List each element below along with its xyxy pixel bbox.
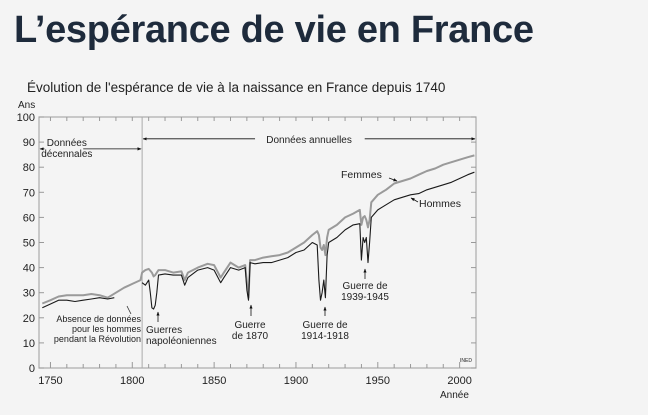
annotation-absence: pour les hommes bbox=[72, 324, 142, 334]
annotation-decennial: Données bbox=[47, 138, 87, 149]
y-tick-label: 30 bbox=[23, 288, 35, 300]
source-logo: INED bbox=[460, 358, 472, 364]
y-tick-label: 100 bbox=[17, 112, 35, 124]
x-tick-label: 1950 bbox=[366, 375, 390, 387]
annotation-absence: pendant la Révolution bbox=[54, 334, 141, 344]
annotation-decennial: décennales bbox=[41, 149, 92, 160]
x-tick-label: 1800 bbox=[120, 375, 144, 387]
series-line-femmes bbox=[41, 154, 475, 305]
x-tick-label: 1850 bbox=[202, 375, 226, 387]
annotation-annual: Données annuelles bbox=[266, 135, 352, 146]
y-tick-label: 90 bbox=[23, 137, 35, 149]
annotation-war-1870: de 1870 bbox=[232, 331, 269, 342]
y-tick-label: 70 bbox=[23, 187, 35, 199]
series-line-hommes bbox=[42, 171, 475, 310]
y-tick-label: 80 bbox=[23, 162, 35, 174]
page-title: L’espérance de vie en France bbox=[14, 9, 534, 51]
annotation-war-1914: Guerre de bbox=[302, 320, 347, 331]
y-tick-label: 50 bbox=[23, 238, 35, 250]
annotation-femmes: Femmes bbox=[341, 169, 382, 181]
x-axis-label: Année bbox=[440, 390, 469, 401]
x-tick-label: 1750 bbox=[38, 375, 62, 387]
chart-title: Évolution de l'espérance de vie à la nai… bbox=[27, 80, 445, 95]
annotation-napoleonic-wars: Guerres bbox=[146, 325, 182, 336]
annotation-absence: Absence de données bbox=[56, 314, 141, 324]
x-tick-label: 2000 bbox=[447, 375, 471, 387]
absence-pointer bbox=[126, 305, 132, 315]
y-axis-label: Ans bbox=[18, 100, 35, 111]
annotation-war-1914: 1914-1918 bbox=[301, 331, 349, 342]
arrow-femmes bbox=[388, 177, 398, 182]
annotation-war-1939: 1939-1945 bbox=[341, 292, 389, 303]
annotation-war-1939: Guerre de bbox=[342, 281, 387, 292]
arrow-hommes bbox=[410, 197, 419, 203]
y-tick-label: 10 bbox=[23, 338, 35, 350]
y-tick-label: 0 bbox=[29, 363, 35, 375]
annotation-war-1870: Guerre bbox=[234, 320, 266, 331]
annotation-napoleonic-wars: napoléoniennes bbox=[146, 336, 217, 347]
annotation-hommes: Hommes bbox=[419, 198, 461, 210]
y-tick-label: 60 bbox=[23, 212, 35, 224]
y-tick-label: 40 bbox=[23, 263, 35, 275]
y-tick-label: 20 bbox=[23, 313, 35, 325]
x-tick-label: 1900 bbox=[284, 375, 308, 387]
